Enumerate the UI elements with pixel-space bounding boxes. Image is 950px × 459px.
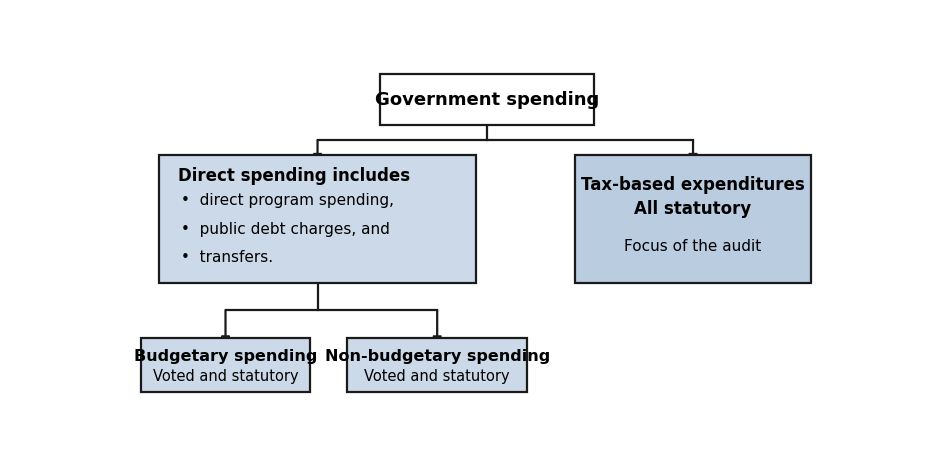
Bar — [347, 338, 527, 392]
Text: Non-budgetary spending: Non-budgetary spending — [325, 348, 550, 363]
Text: Tax-based expenditures
All statutory: Tax-based expenditures All statutory — [581, 176, 805, 217]
Text: •  public debt charges, and: • public debt charges, and — [181, 221, 390, 236]
Text: •  transfers.: • transfers. — [181, 249, 274, 264]
Text: Direct spending includes: Direct spending includes — [178, 167, 409, 185]
Text: Voted and statutory: Voted and statutory — [365, 368, 510, 383]
Text: Voted and statutory: Voted and statutory — [153, 368, 298, 383]
Bar — [160, 156, 476, 283]
Text: •  direct program spending,: • direct program spending, — [181, 193, 394, 208]
Bar — [141, 338, 310, 392]
Text: Government spending: Government spending — [374, 91, 599, 109]
Bar — [576, 156, 811, 283]
Text: Budgetary spending: Budgetary spending — [134, 348, 317, 363]
Text: Focus of the audit: Focus of the audit — [624, 238, 762, 253]
Bar — [380, 74, 594, 126]
